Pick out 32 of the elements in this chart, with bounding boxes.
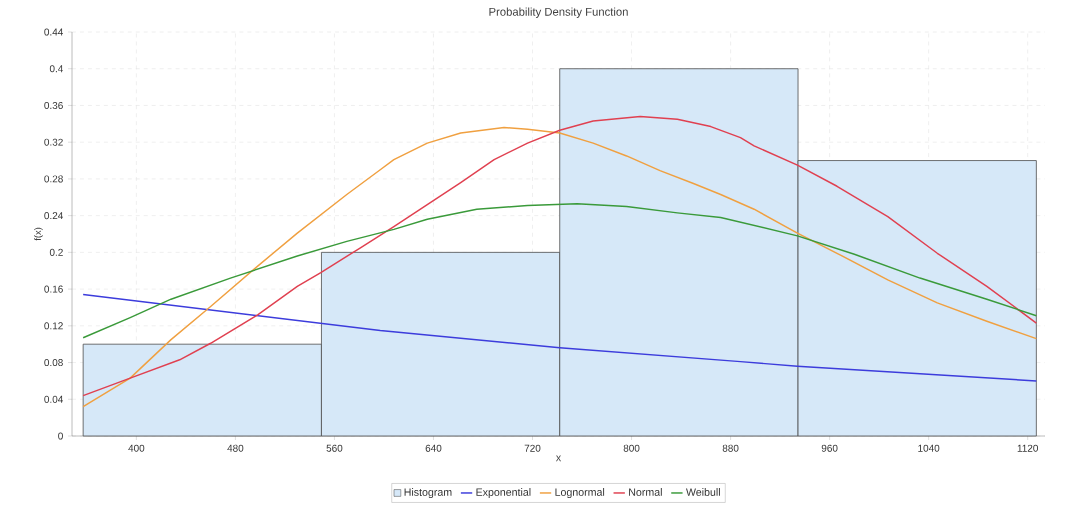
y-tick-label: 0.08 [44, 359, 63, 367]
chart-title: Probability Density Function [489, 7, 628, 18]
x-tick-label: 880 [722, 444, 739, 452]
legend-label: Normal [629, 488, 662, 496]
legend-label: Lognormal [555, 488, 605, 499]
line-series [82, 202, 1038, 339]
x-tick-label: 1120 [1017, 444, 1038, 452]
legend-label: Weibull [686, 488, 720, 496]
y-tick-label: 0.32 [44, 138, 63, 146]
x-tick-label: 960 [821, 444, 838, 452]
y-tick-label: 0.16 [44, 285, 63, 293]
x-tick-label: 1040 [918, 444, 940, 452]
x-tick-label: 400 [128, 444, 145, 452]
y-axis-title: f(x) [34, 227, 43, 241]
y-tick-label: 0.4 [49, 65, 64, 73]
y-tick-label: 0.2 [49, 248, 63, 256]
x-tick-label: 560 [326, 444, 343, 452]
y-tick-label: 0.28 [44, 175, 63, 183]
x-tick-label: 640 [425, 444, 442, 452]
y-tick-label: 0.24 [44, 212, 64, 220]
line-series [82, 293, 1038, 382]
y-tick-label: 0.04 [44, 395, 64, 403]
x-tick-label: 480 [227, 444, 244, 452]
y-tick-label: 0 [58, 432, 63, 440]
legend-label: Exponential [476, 488, 531, 499]
legend-label: Histogram [404, 488, 452, 499]
x-axis-title: x [555, 455, 562, 462]
x-tick-label: 720 [524, 444, 541, 452]
y-tick-label: 0.44 [44, 28, 64, 36]
y-tick-label: 0.12 [44, 322, 63, 330]
x-tick-label: 800 [623, 444, 640, 452]
y-tick-label: 0.36 [44, 101, 63, 109]
